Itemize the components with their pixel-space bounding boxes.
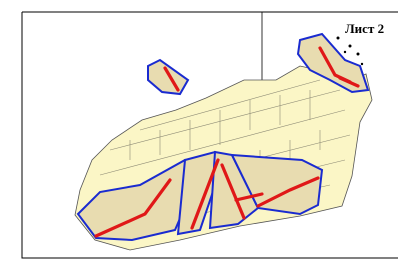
sheet-label: Лист 2 [345,21,384,36]
map: Лист 2 [0,0,398,265]
